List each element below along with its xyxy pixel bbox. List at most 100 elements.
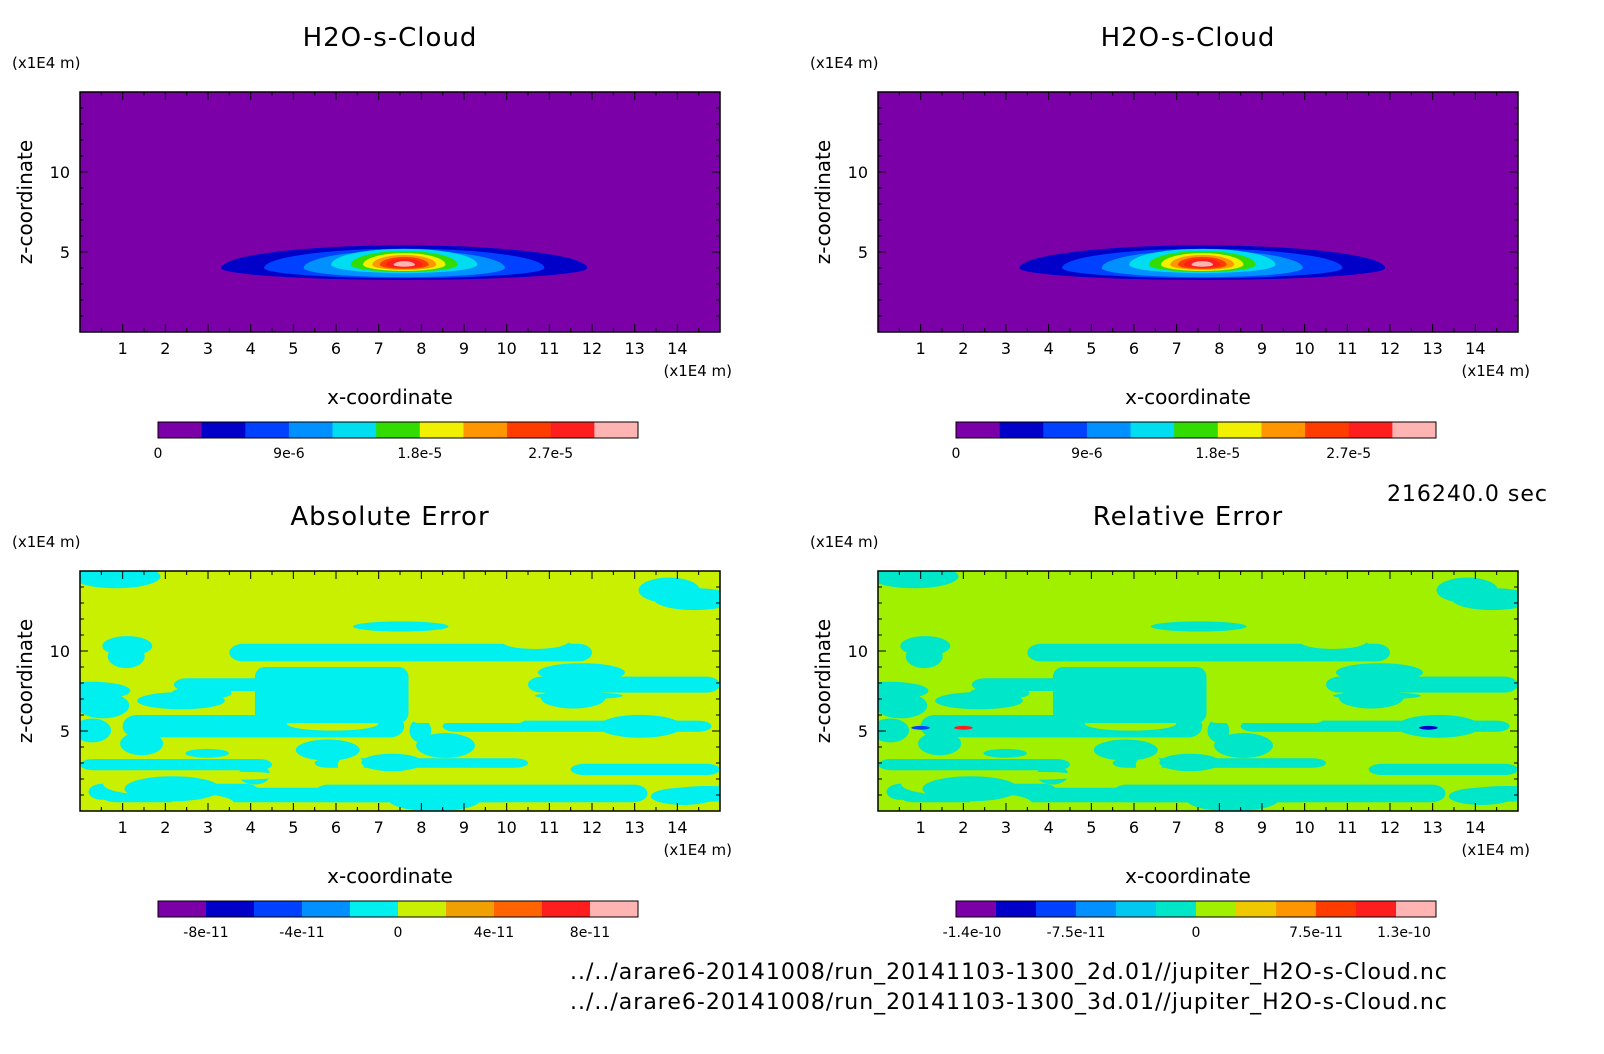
x-tick-label: 1 (118, 818, 128, 837)
x-tick-label: 8 (1214, 818, 1224, 837)
x-tick-label: 3 (1001, 818, 1011, 837)
error-region (905, 644, 943, 669)
x-tick-label: 11 (1337, 339, 1357, 358)
colorbar-segment (1392, 422, 1437, 438)
x-tick-label: 2 (958, 818, 968, 837)
error-region (630, 625, 662, 643)
error-region (409, 718, 432, 743)
error-band (1027, 643, 1390, 662)
colorbar-tick-label: 4e-11 (474, 925, 514, 941)
x-tick-label: 13 (624, 818, 644, 837)
x-tick-label: 6 (1129, 818, 1139, 837)
colorbar-tick-label: 1.3e-10 (1377, 925, 1431, 941)
x-axis-label: x-coordinate (327, 385, 453, 409)
y-tick-label: 10 (50, 163, 70, 182)
panel-3: Absolute Error (x1E4 m) (x1E4 m) x-coordina… (12, 502, 732, 941)
colorbar-segment (332, 422, 377, 438)
x-tick-label: 12 (1380, 339, 1400, 358)
colorbar-segment (1236, 901, 1277, 917)
colorbar-segment (1174, 422, 1219, 438)
x-unit-label: (x1E4 m) (1461, 841, 1530, 859)
colorbar-segment (302, 901, 351, 917)
colorbar-segment (288, 422, 334, 438)
x-tick-label: 11 (1337, 818, 1357, 837)
colorbar-segment (446, 901, 495, 917)
y-tick-label: 10 (50, 642, 70, 661)
error-region (878, 571, 959, 589)
x-tick-label: 14 (1465, 339, 1485, 358)
colorbar-segment (1196, 901, 1237, 917)
x-tick-label: 14 (667, 818, 687, 837)
colorbar-frame (955, 421, 1437, 439)
error-region (185, 748, 229, 758)
file-path-3d: ../../arare6-20141008/run_20141103-1300_… (570, 990, 1448, 1015)
error-region (501, 634, 569, 649)
error-region (983, 748, 1027, 758)
error-region (535, 692, 623, 700)
colorbar-tick-label: 0 (154, 446, 163, 462)
x-axis-label: x-coordinate (327, 864, 453, 888)
error-region (352, 621, 449, 632)
error-region (1335, 663, 1423, 682)
contour-level (393, 261, 415, 267)
error-region (416, 733, 475, 758)
y-unit-label: (x1E4 m) (12, 533, 81, 551)
error-region (1207, 718, 1230, 743)
error-band (1368, 763, 1518, 775)
panel-4: Relative Error (x1E4 m) (x1E4 m) x-coordina… (810, 502, 1530, 941)
error-region (1396, 714, 1480, 738)
error-region (1333, 692, 1421, 700)
x-tick-label: 7 (1172, 818, 1182, 837)
colorbar-segment (158, 901, 207, 917)
colorbar-segment (1036, 901, 1077, 917)
x-tick-label: 2 (958, 339, 968, 358)
colorbar-segment (956, 422, 1001, 438)
error-spot (1419, 725, 1438, 730)
colorbar-tick-label: 1.8e-5 (397, 446, 442, 462)
x-tick-label: 5 (288, 818, 298, 837)
x-tick-label: 7 (374, 818, 384, 837)
error-band (878, 759, 1070, 771)
x-tick-label: 13 (1422, 818, 1442, 837)
colorbar-tick-label: -7.5e-11 (1047, 925, 1106, 941)
x-tick-label: 4 (246, 818, 256, 837)
colorbar-segment (1086, 422, 1132, 438)
timestamp-label: 216240.0 sec (1386, 482, 1548, 507)
colorbar-frame (157, 900, 639, 918)
y-unit-label: (x1E4 m) (810, 533, 879, 551)
x-tick-label: 5 (1086, 818, 1096, 837)
colorbar-tick-label: -8e-11 (183, 925, 228, 941)
error-region (1428, 625, 1460, 643)
error-region (308, 591, 379, 615)
contour-level (1191, 261, 1213, 267)
y-tick-label: 5 (60, 243, 70, 262)
colorbar-segment (507, 422, 552, 438)
background-field (80, 92, 720, 332)
error-region (878, 692, 928, 719)
colorbar-tick-label: 7.5e-11 (1289, 925, 1343, 941)
colorbar-segment (956, 901, 997, 917)
x-tick-label: 6 (331, 818, 341, 837)
error-region (124, 776, 221, 802)
x-tick-label: 11 (539, 339, 559, 358)
error-region (1173, 755, 1219, 764)
colorbar-tick-label: 0 (952, 446, 961, 462)
colorbar-segment (1305, 422, 1350, 438)
x-tick-label: 6 (1129, 339, 1139, 358)
x-tick-label: 5 (288, 339, 298, 358)
x-tick-label: 6 (331, 339, 341, 358)
x-unit-label: (x1E4 m) (1461, 362, 1530, 380)
plot-area (80, 571, 720, 811)
error-region (295, 739, 360, 761)
x-tick-label: 9 (459, 818, 469, 837)
colorbar-tick-label: 9e-6 (1071, 446, 1103, 462)
x-tick-label: 10 (496, 818, 516, 837)
colorbar-tick-label: -4e-11 (279, 925, 324, 941)
colorbar-tick-label: 8e-11 (570, 925, 610, 941)
panel-2: H2O-s-Cloud (x1E4 m) (x1E4 m) x-coordinate z… (810, 23, 1530, 462)
colorbar-segment (206, 901, 255, 917)
x-tick-label: 13 (1422, 339, 1442, 358)
colorbar-segment (1076, 901, 1117, 917)
file-path-2d: ../../arare6-20141008/run_20141103-1300_… (570, 960, 1448, 985)
x-tick-label: 9 (1257, 339, 1267, 358)
